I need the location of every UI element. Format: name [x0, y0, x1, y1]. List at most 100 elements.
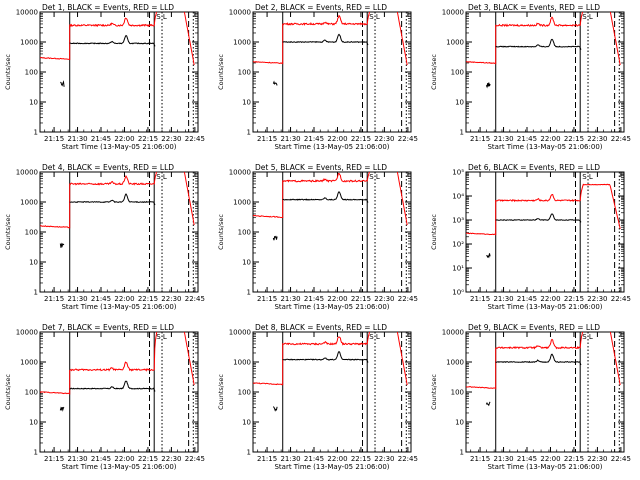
x-tick-label: 22:30 [374, 135, 394, 143]
plot-frame [465, 331, 625, 453]
x-tick-label: 21:30 [67, 455, 87, 463]
x-tick-label: 22:45 [611, 455, 631, 463]
y-tick-label: 100 [238, 229, 251, 237]
y-tick-label: 10000 [229, 169, 251, 177]
x-tick-label: 22:45 [611, 295, 631, 303]
x-tick-label: 22:15 [351, 295, 371, 303]
x-axis-label: Start Time (13-May-05 21:06:00) [61, 143, 176, 151]
panel-det-2: Det 2, BLACK = Events, RED = LLD 1 10 100 10… [217, 3, 418, 151]
x-axis-label: Start Time (13-May-05 21:06:00) [274, 463, 389, 471]
x-tick-label: 22:45 [398, 135, 418, 143]
panel-det-8: Det 8, BLACK = Events, RED = LLD 1 10 100 10… [217, 323, 418, 471]
panel-title: Det 9, BLACK = Events, RED = LLD [468, 323, 600, 332]
x-tick-label: 21:15 [470, 455, 490, 463]
plot-frame [252, 11, 412, 133]
x-tick-label: 22:15 [138, 455, 158, 463]
x-tick-label: 21:30 [493, 295, 513, 303]
x-tick-label: 21:15 [257, 135, 277, 143]
x-tick-label: 21:15 [44, 295, 64, 303]
x-tick-label: 22:15 [351, 455, 371, 463]
saa-annotation: S L [156, 13, 167, 21]
saa-annotation: S L [582, 13, 593, 21]
x-tick-label: 22:15 [351, 135, 371, 143]
y-tick-label: 100 [25, 69, 38, 77]
y-axis-label: Counts/sec [4, 54, 12, 90]
y-tick-label: 10 [242, 259, 251, 267]
y-tick-label: 100 [451, 389, 464, 397]
x-tick-label: 21:30 [493, 455, 513, 463]
y-tick-label: 100 [25, 389, 38, 397]
x-tick-label: 22:00 [114, 135, 134, 143]
x-tick-label: 22:15 [564, 295, 584, 303]
x-tick-label: 21:30 [280, 455, 300, 463]
y-axis-label: Counts/sec [217, 214, 225, 250]
saa-annotation: S L [156, 173, 167, 181]
x-tick-label: 22:00 [540, 455, 560, 463]
y-tick-label: 1 [460, 449, 464, 457]
x-tick-label: 22:15 [564, 455, 584, 463]
y-tick-label: 1000 [233, 359, 251, 367]
y-tick-label: 1000 [20, 39, 38, 47]
events-series-line [60, 34, 156, 87]
x-tick-label: 21:15 [257, 455, 277, 463]
panel-det-4: Det 4, BLACK = Events, RED = LLD 1 10 100 10… [4, 163, 205, 311]
lld-series-line [40, 172, 195, 229]
panel-title: Det 6, BLACK = Events, RED = LLD [468, 163, 600, 172]
x-tick-label: 22:15 [564, 135, 584, 143]
events-series-line [272, 350, 369, 412]
y-tick-label: 1000 [233, 199, 251, 207]
x-tick-label: 21:15 [470, 135, 490, 143]
y-tick-label: 1 [247, 129, 251, 137]
y-tick-label: 10 [455, 99, 464, 107]
y-axis-label: Counts/sec [430, 374, 438, 410]
saa-annotation: S L [369, 173, 380, 181]
x-tick-label: 22:00 [327, 455, 347, 463]
panel-title: Det 7, BLACK = Events, RED = LLD [42, 323, 174, 332]
y-tick-label: 1 [247, 289, 251, 297]
y-tick-label: 10000 [229, 329, 251, 337]
x-tick-label: 21:45 [304, 135, 324, 143]
x-tick-label: 21:45 [91, 295, 111, 303]
x-tick-label: 21:45 [517, 455, 537, 463]
x-tick-label: 21:45 [91, 135, 111, 143]
x-tick-label: 22:00 [327, 135, 347, 143]
panel-title: Det 4, BLACK = Events, RED = LLD [42, 163, 174, 172]
saa-annotation: S L [369, 13, 380, 21]
y-tick-label: 10 [29, 419, 38, 427]
events-series-line [59, 380, 156, 412]
x-tick-label: 22:30 [161, 135, 181, 143]
x-tick-label: 22:15 [138, 135, 158, 143]
y-tick-label: 10³ [452, 217, 464, 225]
x-axis-label: Start Time (13-May-05 21:06:00) [274, 143, 389, 151]
saa-annotation: S L [582, 173, 593, 181]
y-tick-label: 10¹ [452, 265, 464, 273]
y-tick-label: 1 [34, 129, 38, 137]
lld-series-line [253, 332, 408, 386]
y-tick-label: 10000 [16, 9, 38, 17]
y-tick-label: 10⁴ [452, 193, 464, 201]
y-tick-label: 10 [455, 419, 464, 427]
x-tick-label: 21:45 [91, 455, 111, 463]
x-tick-label: 22:30 [161, 455, 181, 463]
saa-annotation: S L [156, 333, 167, 341]
panel-det-5: Det 5, BLACK = Events, RED = LLD 1 10 100 10… [217, 163, 418, 311]
plot-frame [252, 171, 412, 293]
y-tick-label: 1000 [233, 39, 251, 47]
lld-series-line [466, 332, 621, 390]
panel-title: Det 1, BLACK = Events, RED = LLD [42, 3, 174, 12]
x-tick-label: 22:30 [587, 455, 607, 463]
y-tick-label: 10000 [442, 329, 464, 337]
y-tick-label: 100 [451, 69, 464, 77]
events-series-line [485, 353, 582, 407]
y-tick-label: 1000 [446, 359, 464, 367]
x-axis-label: Start Time (13-May-05 21:06:00) [61, 303, 176, 311]
x-tick-label: 22:00 [540, 295, 560, 303]
y-tick-label: 1 [460, 129, 464, 137]
x-tick-label: 21:30 [67, 295, 87, 303]
x-tick-label: 22:45 [185, 295, 205, 303]
y-tick-label: 100 [238, 69, 251, 77]
y-tick-label: 10⁵ [452, 169, 464, 177]
y-tick-label: 1 [34, 289, 38, 297]
y-tick-label: 1 [34, 449, 38, 457]
